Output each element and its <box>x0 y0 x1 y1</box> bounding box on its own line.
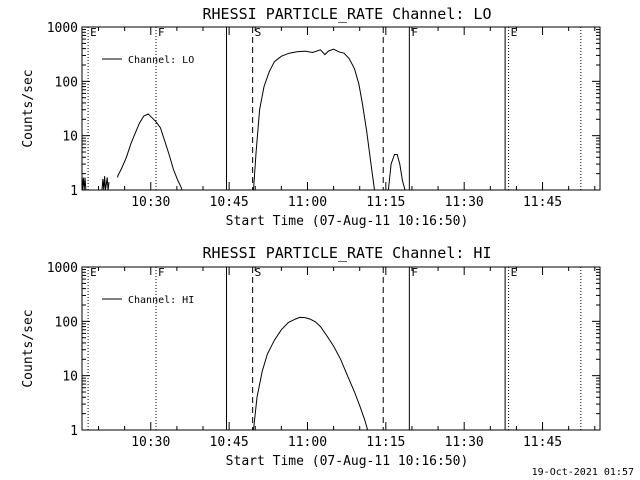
event-marker-label: E <box>511 26 518 39</box>
series-line <box>117 113 183 191</box>
x-tick-label: 10:45 <box>210 435 249 450</box>
y-tick-label: 1000 <box>47 21 78 36</box>
y-tick-label: 1 <box>70 184 78 199</box>
event-marker-label: F <box>158 26 165 39</box>
series-line <box>253 316 369 431</box>
event-marker-label: F <box>411 26 418 39</box>
legend-label: Channel: LO <box>128 55 194 66</box>
x-tick-label: 11:45 <box>523 195 562 210</box>
plot-frame <box>81 26 601 191</box>
event-marker-label: E <box>90 266 97 279</box>
x-axis-label: Start Time (07-Aug-11 10:16:50) <box>226 454 469 469</box>
x-tick-label: 11:00 <box>288 195 327 210</box>
series-line <box>387 154 406 191</box>
y-axis-label: Counts/sec <box>21 309 36 387</box>
event-marker-label: E <box>90 26 97 39</box>
lo-channel-panel: RHESSI PARTICLE_RATE Channel: LO 1 10 100 10… <box>21 5 601 229</box>
series-line <box>101 176 110 191</box>
y-tick-label: 10 <box>62 130 78 145</box>
x-tick-label: 11:30 <box>445 195 484 210</box>
event-marker-label: F <box>158 266 165 279</box>
hi-channel-panel: RHESSI PARTICLE_RATE Channel: HI 1 10 100 10… <box>21 244 601 469</box>
chart-title: RHESSI PARTICLE_RATE Channel: LO <box>203 5 492 23</box>
plot-frame <box>81 266 601 431</box>
x-tick-label: 11:15 <box>366 435 405 450</box>
event-marker-label: E <box>511 266 518 279</box>
x-tick-label: 11:15 <box>366 195 405 210</box>
legend-label: Channel: HI <box>128 295 194 306</box>
x-tick-label: 11:30 <box>445 435 484 450</box>
chart-title: RHESSI PARTICLE_RATE Channel: HI <box>203 244 492 262</box>
x-axis-label: Start Time (07-Aug-11 10:16:50) <box>226 214 469 229</box>
y-tick-label: 100 <box>55 75 78 90</box>
x-tick-label: 10:30 <box>131 435 170 450</box>
event-marker-label: S <box>255 266 262 279</box>
y-tick-label: 10 <box>62 370 78 385</box>
x-tick-label: 10:45 <box>210 195 249 210</box>
y-tick-label: 100 <box>55 315 78 330</box>
series-line <box>81 177 87 191</box>
series-line <box>253 48 375 191</box>
footer-timestamp: 19-Oct-2021 01:57 <box>532 467 634 478</box>
event-marker-label: S <box>255 26 262 39</box>
y-tick-label: 1 <box>70 424 78 439</box>
event-marker-label: F <box>411 266 418 279</box>
x-tick-label: 11:00 <box>288 435 327 450</box>
y-tick-label: 1000 <box>47 261 78 276</box>
x-tick-label: 10:30 <box>131 195 170 210</box>
y-axis-label: Counts/sec <box>21 69 36 147</box>
x-tick-label: 11:45 <box>523 435 562 450</box>
